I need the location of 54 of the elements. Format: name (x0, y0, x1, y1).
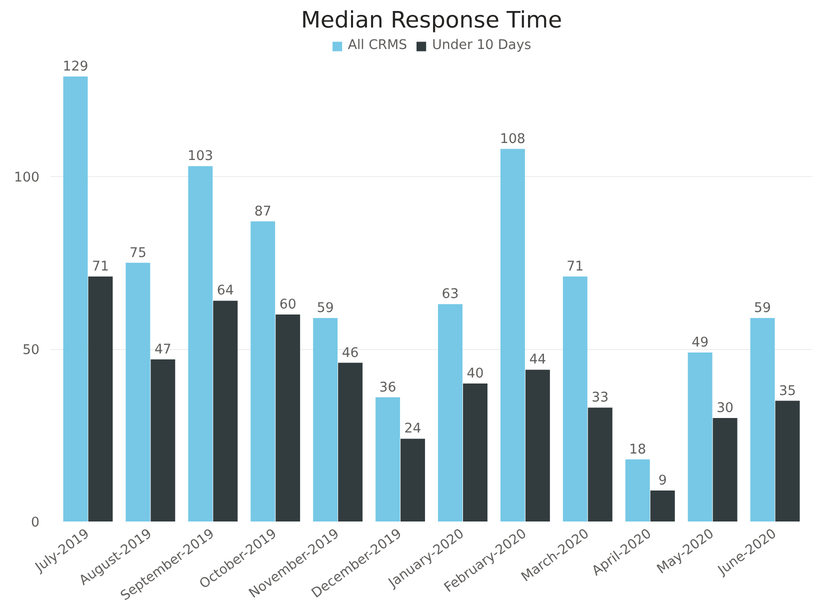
data-label: 33 (592, 390, 609, 406)
bar (750, 318, 775, 522)
bar (438, 304, 462, 522)
bar (213, 300, 238, 522)
data-label: 35 (779, 384, 796, 399)
bar (400, 438, 426, 522)
bar (525, 370, 550, 522)
data-label: 64 (216, 284, 234, 299)
data-label: 46 (342, 346, 359, 361)
data-label: 87 (254, 204, 272, 220)
bar (188, 166, 213, 522)
bar (276, 314, 300, 522)
bar (150, 359, 176, 522)
data-label: 71 (566, 260, 584, 275)
data-label: 63 (442, 287, 459, 302)
bar (250, 221, 276, 522)
data-label: 44 (529, 352, 546, 368)
legend-label: All CRMS (348, 38, 408, 53)
bar (688, 352, 712, 522)
data-label: 49 (692, 335, 709, 350)
bar (500, 148, 525, 522)
y-tick-label: 50 (22, 343, 40, 358)
bar (650, 490, 675, 522)
bar (126, 262, 150, 522)
data-label: 36 (379, 380, 396, 396)
data-label: 59 (754, 300, 772, 316)
data-label: 30 (716, 401, 734, 416)
bar (462, 384, 488, 522)
bar (313, 318, 338, 522)
data-label: 18 (629, 442, 646, 458)
data-label: 60 (279, 298, 296, 312)
data-label: 129 (62, 59, 88, 74)
bar (588, 408, 612, 522)
bar (775, 400, 800, 522)
data-label: 75 (129, 246, 146, 261)
data-label: 71 (92, 260, 109, 275)
y-tick-label: 100 (14, 170, 40, 186)
data-label: 108 (500, 132, 526, 147)
bar (63, 76, 88, 522)
data-label: 103 (188, 149, 214, 164)
bar (88, 276, 113, 522)
chart-title: Median Response Time (300, 8, 562, 34)
y-tick-label: 0 (31, 516, 40, 530)
bar (625, 459, 650, 522)
legend-label: Under 10 Days (432, 38, 532, 53)
data-label: 47 (154, 342, 172, 358)
bar (562, 276, 588, 522)
bar (338, 362, 363, 522)
data-label: 24 (404, 422, 422, 437)
bar (712, 418, 738, 522)
data-label: 59 (316, 300, 334, 316)
bar (376, 397, 400, 522)
data-label: 40 (466, 366, 484, 382)
data-label: 9 (658, 473, 667, 488)
